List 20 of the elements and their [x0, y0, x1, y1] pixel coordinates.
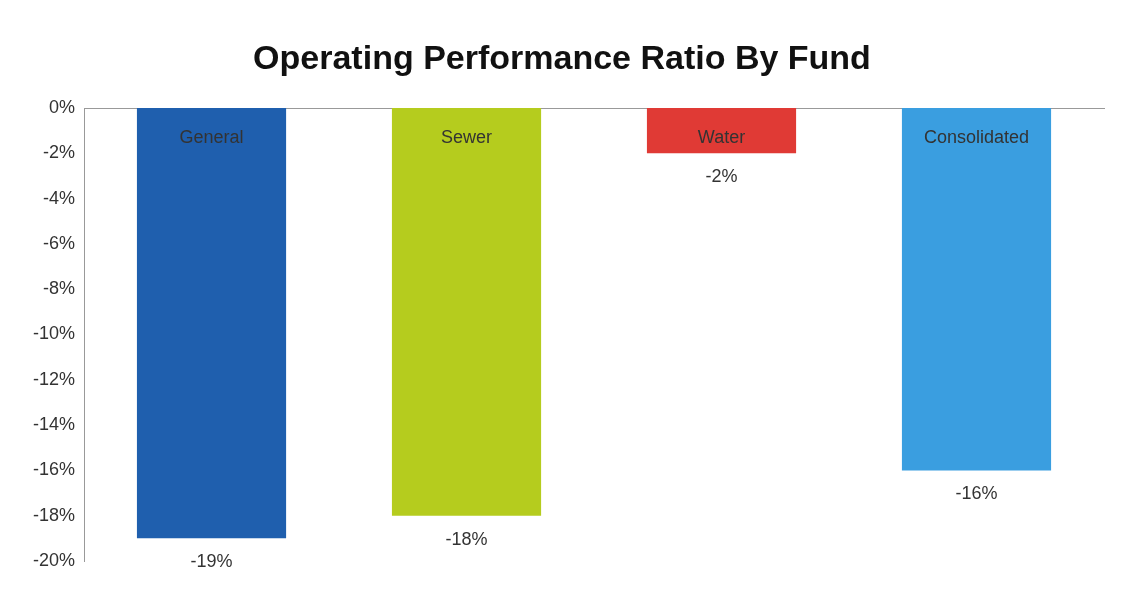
y-tick-label: -8%: [43, 278, 76, 299]
y-tick-label: -10%: [32, 323, 76, 344]
x-tick-label: Sewer: [441, 126, 493, 147]
y-tick-label: -12%: [32, 368, 76, 389]
chart-title: Operating Performance Ratio By Fund: [252, 38, 872, 77]
x-tick-label: Water: [697, 126, 746, 147]
y-tick-label: -4%: [43, 187, 76, 208]
y-tick-label: -16%: [32, 459, 76, 480]
data-label: -19%: [190, 551, 233, 572]
y-tick-label: -18%: [32, 504, 76, 525]
y-tick-label: -2%: [43, 142, 76, 163]
data-label: -2%: [705, 166, 738, 187]
x-tick-label: Consolidated: [923, 126, 1030, 147]
data-label: -16%: [955, 483, 998, 504]
y-tick-label: -20%: [32, 549, 76, 570]
x-tick-label: General: [179, 126, 244, 147]
y-tick-label: -6%: [43, 232, 76, 253]
y-tick-label: -14%: [32, 414, 76, 435]
data-label: -18%: [445, 528, 488, 549]
y-tick-label: 0%: [49, 96, 76, 117]
